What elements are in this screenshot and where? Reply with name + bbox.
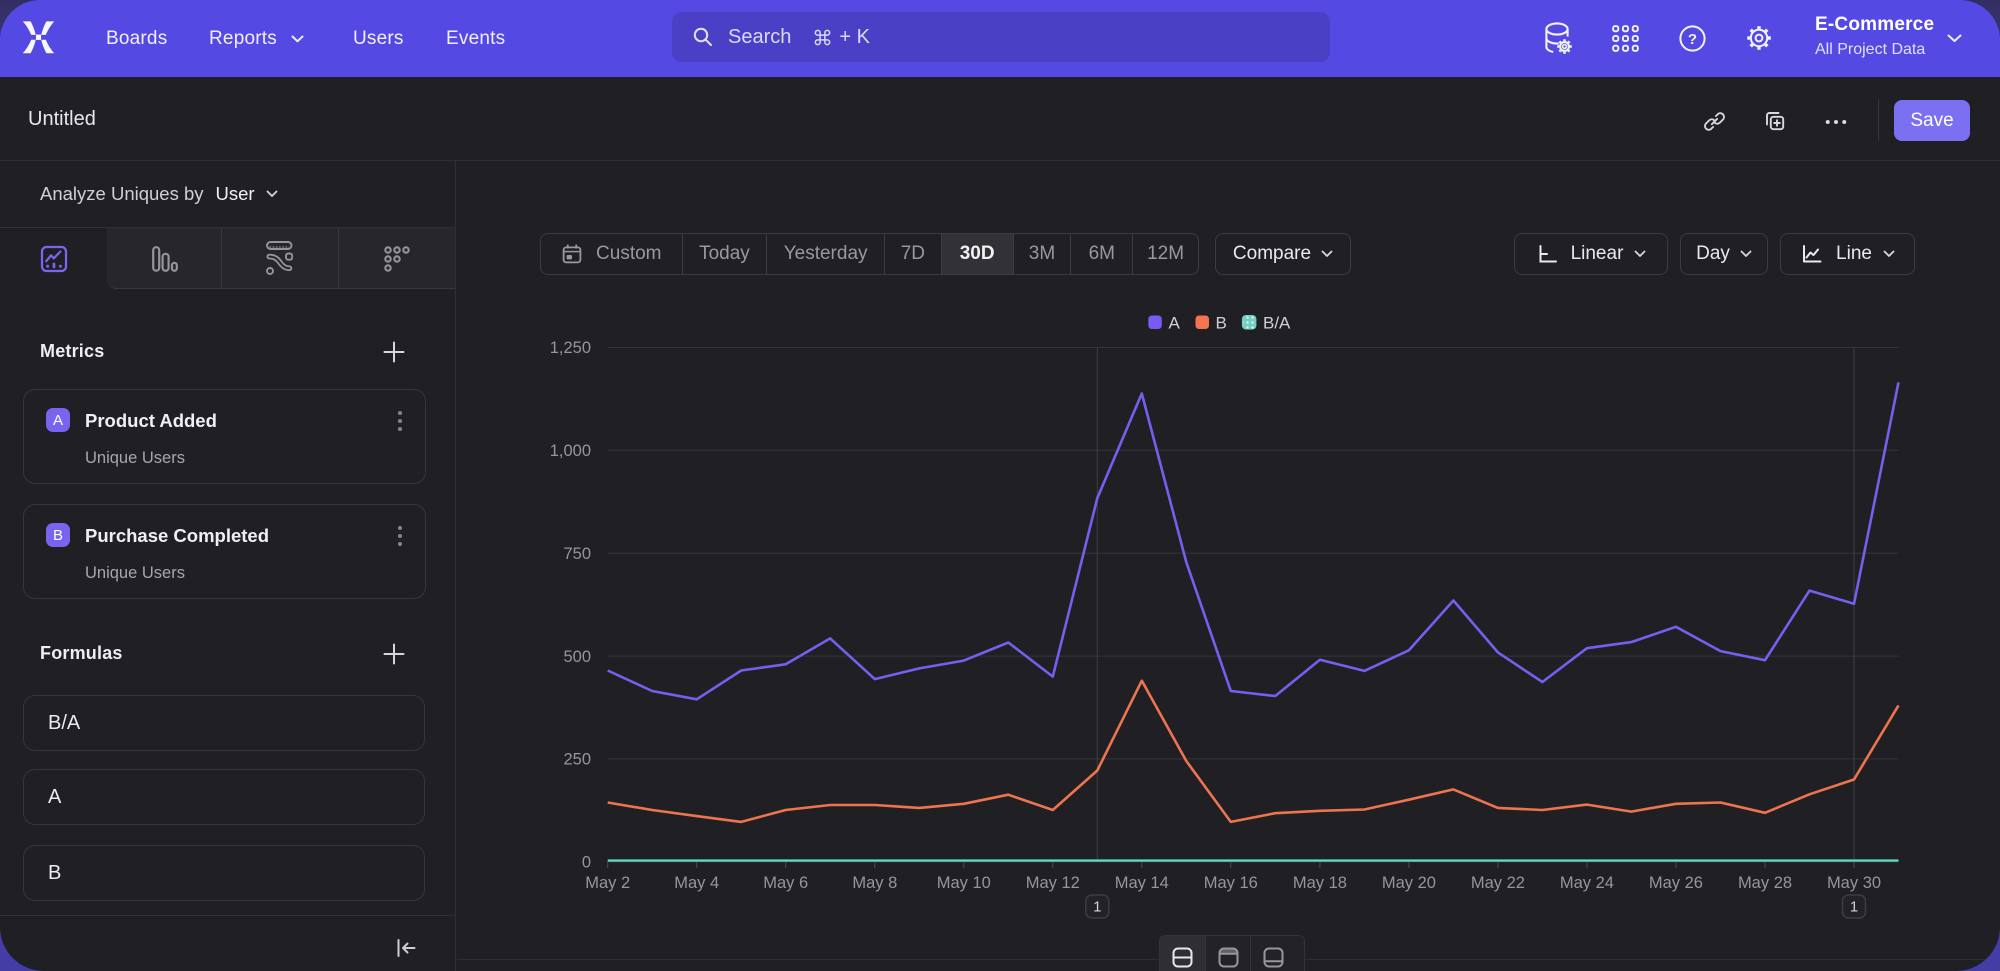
svg-text:May 16: May 16 <box>1204 874 1258 892</box>
svg-text:500: 500 <box>563 648 591 666</box>
svg-text:A: A <box>1169 314 1181 333</box>
svg-text:May 26: May 26 <box>1649 874 1703 892</box>
svg-text:250: 250 <box>563 751 591 769</box>
svg-text:1,250: 1,250 <box>550 339 591 357</box>
svg-text:B: B <box>1216 314 1227 333</box>
svg-text:May 30: May 30 <box>1827 874 1881 892</box>
svg-text:0: 0 <box>582 854 591 872</box>
svg-text:May 2: May 2 <box>585 874 630 892</box>
svg-text:May 4: May 4 <box>674 874 719 892</box>
svg-text:May 24: May 24 <box>1560 874 1614 892</box>
svg-text:May 20: May 20 <box>1382 874 1436 892</box>
svg-text:May 28: May 28 <box>1738 874 1792 892</box>
svg-text:1,000: 1,000 <box>550 442 591 460</box>
svg-text:B/A: B/A <box>1263 314 1291 333</box>
svg-text:750: 750 <box>563 545 591 563</box>
svg-text:May 8: May 8 <box>852 874 897 892</box>
svg-text:May 18: May 18 <box>1293 874 1347 892</box>
svg-text:May 22: May 22 <box>1471 874 1525 892</box>
svg-text:1: 1 <box>1850 899 1858 916</box>
svg-text:May 12: May 12 <box>1026 874 1080 892</box>
svg-text:May 14: May 14 <box>1115 874 1169 892</box>
svg-text:May 10: May 10 <box>937 874 991 892</box>
svg-text:May 6: May 6 <box>763 874 808 892</box>
svg-text:?: ? <box>1688 31 1697 48</box>
svg-text:1: 1 <box>1093 899 1101 916</box>
